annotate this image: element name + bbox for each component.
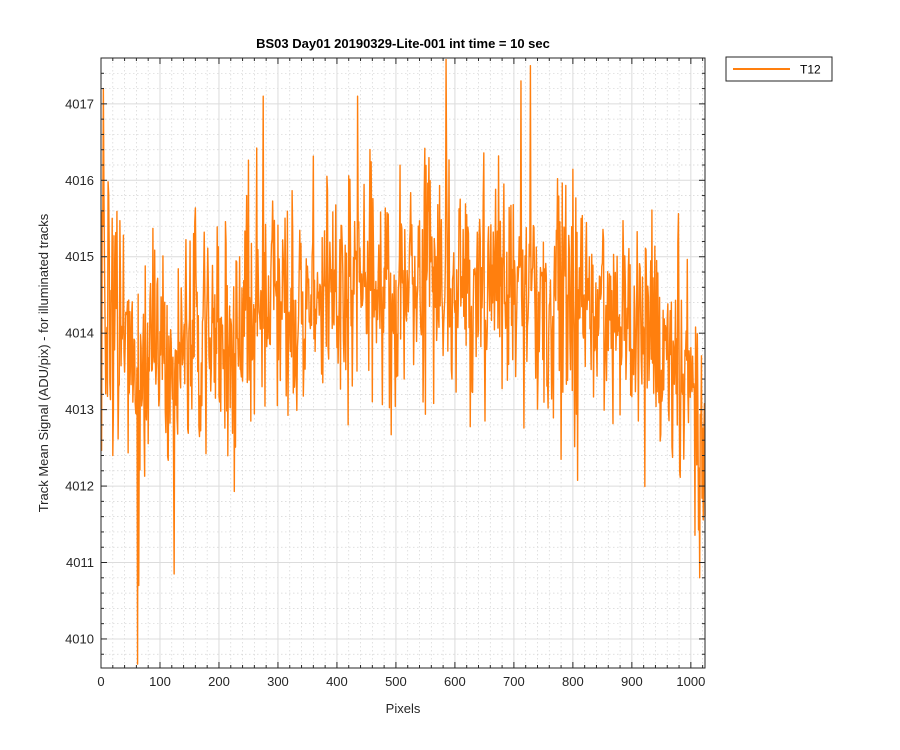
series-layer [100,58,706,665]
x-tick-label: 600 [444,674,466,689]
x-tick-label: 1000 [676,674,705,689]
x-tick-label: 300 [267,674,289,689]
legend-entry-label: T12 [800,63,821,77]
x-tick-label: 800 [562,674,584,689]
y-tick-label: 4017 [65,96,94,111]
y-tick-labels: 4010 4011 4012 4013 4014 4015 4016 4017 [65,96,94,646]
x-tick-label: 400 [326,674,348,689]
y-tick-label: 4016 [65,173,94,188]
x-tick-label: 700 [503,674,525,689]
y-tick-label: 4013 [65,402,94,417]
x-tick-label: 0 [97,674,104,689]
plot-border [100,57,706,669]
y-tick-label: 4014 [65,326,94,341]
x-tick-label: 200 [208,674,230,689]
y-tick-label: 4010 [65,631,94,646]
axis-ticks [100,57,705,668]
series-line-t12 [100,58,706,665]
x-axis-label: Pixels [386,701,421,716]
y-tick-label: 4015 [65,249,94,264]
y-tick-label: 4011 [66,555,94,570]
y-tick-label: 4012 [65,479,94,494]
x-tick-label: 100 [149,674,171,689]
x-tick-label: 900 [621,674,643,689]
chart-title: BS03 Day01 20190329-Lite-001 int time = … [256,36,550,51]
x-tick-label: 500 [385,674,407,689]
x-tick-labels: 0 100 200 300 400 500 600 700 800 900 1000 [97,674,705,689]
legend: T12 [725,56,833,82]
y-axis-label: Track Mean Signal (ADU/pix) - for illumi… [36,213,51,512]
